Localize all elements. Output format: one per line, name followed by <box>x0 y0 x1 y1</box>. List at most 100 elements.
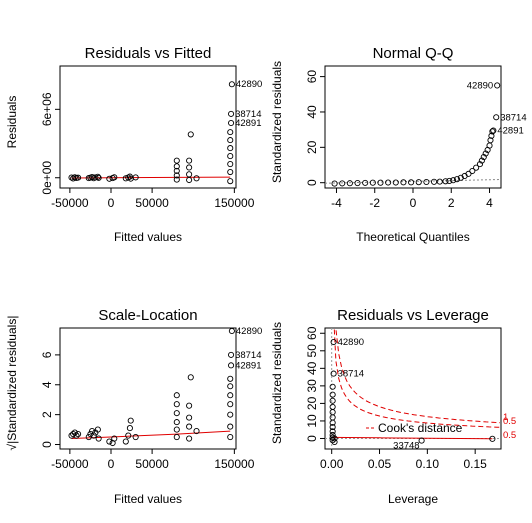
data-point <box>377 179 384 186</box>
cooks-distance-contour <box>335 328 501 424</box>
data-point <box>173 433 180 441</box>
data-point <box>473 164 480 171</box>
data-point <box>227 129 234 136</box>
data-point <box>329 391 336 398</box>
panel-3-x-axis: -50000 0 50000 150000 <box>51 449 255 471</box>
data-point <box>193 175 200 182</box>
panel-2-xlabel: Theoretical Quantiles <box>356 230 469 244</box>
point-label: 38714 <box>500 112 526 123</box>
x-tick-label: 0 <box>108 457 115 471</box>
y-tick-label: 20 <box>305 396 319 410</box>
panel-1-points <box>68 81 235 185</box>
point-label: 42891 <box>235 118 261 129</box>
x-tick-label: 150000 <box>214 457 254 471</box>
y-tick-label: 0 <box>305 435 319 442</box>
data-point <box>227 423 234 430</box>
x-tick-label: 2 <box>448 196 455 210</box>
data-point <box>127 417 134 424</box>
data-point <box>75 174 82 181</box>
panel-normal-qq: Normal Q-Q Theoretical Quantiles Standar… <box>270 45 527 244</box>
data-point <box>186 414 193 421</box>
data-point <box>75 431 82 438</box>
cooks-distance-contour <box>333 328 501 428</box>
data-point <box>186 157 193 164</box>
panel-3-title: Scale-Location <box>98 307 197 324</box>
data-point <box>173 163 180 170</box>
data-point <box>457 174 464 181</box>
panel-2-plot-area <box>325 82 501 187</box>
panel-1-y-axis: 0e+00 6e+06 <box>40 92 60 195</box>
y-tick-label: 0 <box>305 179 319 186</box>
data-point <box>92 174 99 181</box>
panel-4-ylabel: Standardized residuals <box>270 322 284 444</box>
cooks-contour-label: 0.5 <box>503 430 516 441</box>
data-point <box>173 167 180 174</box>
panel-1-frame <box>59 65 237 189</box>
data-point <box>476 161 484 168</box>
data-point <box>186 435 193 442</box>
data-point <box>227 401 234 408</box>
y-tick-label: 6 <box>40 351 54 358</box>
data-point <box>227 168 234 176</box>
data-point <box>228 351 235 358</box>
y-tick-label: 40 <box>305 105 319 119</box>
data-point <box>227 161 234 168</box>
data-point <box>132 174 139 181</box>
panel-4-title: Residuals vs Leverage <box>337 307 489 324</box>
x-tick-label: 0.00 <box>320 457 344 471</box>
data-point <box>450 177 457 184</box>
data-point <box>329 414 336 421</box>
y-tick-label: 40 <box>305 361 319 375</box>
data-point <box>385 179 392 186</box>
panel-4-plot-area <box>325 328 501 449</box>
data-point <box>227 375 234 382</box>
data-point <box>173 392 180 399</box>
panel-4-points <box>329 338 496 446</box>
panel-4-x-axis: 0.00 0.05 0.10 0.15 <box>320 449 487 471</box>
data-point <box>330 370 337 377</box>
data-point <box>227 411 234 418</box>
data-point <box>132 433 139 441</box>
data-point <box>436 178 443 185</box>
point-label: 42890 <box>236 326 262 337</box>
panel-1-xlabel: Fitted values <box>114 230 182 244</box>
panel-3-points <box>68 328 235 447</box>
data-point <box>369 179 376 186</box>
data-point <box>228 362 235 369</box>
data-point <box>227 137 234 144</box>
y-tick-label: 0 <box>40 441 54 448</box>
data-point <box>228 81 235 88</box>
data-point <box>392 179 399 186</box>
data-point <box>408 179 415 186</box>
data-point <box>339 180 346 187</box>
data-point <box>122 438 129 445</box>
data-point <box>111 174 118 181</box>
data-point <box>400 179 407 186</box>
x-tick-label: 0.05 <box>368 457 392 471</box>
point-label: 42891 <box>497 126 523 137</box>
data-point <box>186 171 193 178</box>
point-label: 33748 <box>393 441 419 452</box>
point-label: 42890 <box>338 337 364 348</box>
data-point <box>227 383 234 390</box>
x-tick-label: 0.10 <box>416 457 440 471</box>
data-point <box>89 174 96 181</box>
data-point <box>173 176 180 183</box>
x-tick-label: 50000 <box>135 196 169 210</box>
x-tick-label: -50000 <box>51 196 89 210</box>
panel-3-plot-area <box>68 328 235 447</box>
panel-residuals-vs-leverage: Residuals vs Leverage Leverage Standardi… <box>270 307 516 506</box>
y-tick-label: 0e+00 <box>40 161 54 195</box>
panel-3-frame <box>59 327 237 450</box>
data-point <box>173 419 180 426</box>
x-tick-label: 150000 <box>214 196 254 210</box>
y-tick-label: 60 <box>305 70 319 84</box>
data-point <box>488 132 495 139</box>
data-point <box>94 173 101 180</box>
panel-residuals-vs-fitted: Residuals vs Fitted Fitted values Residu… <box>5 45 262 244</box>
data-point <box>329 428 336 435</box>
data-point <box>227 153 234 160</box>
